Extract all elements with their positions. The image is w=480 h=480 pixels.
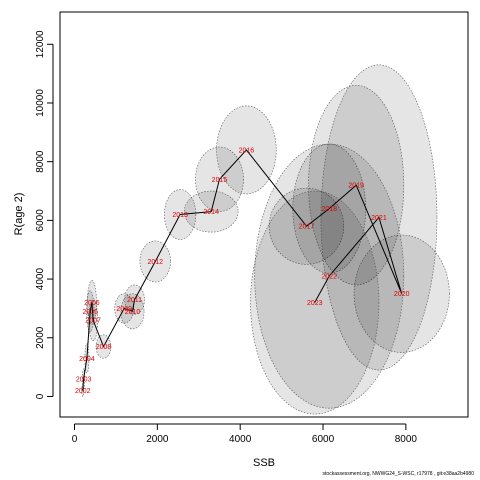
year-label: 2018 — [321, 206, 337, 213]
year-label: 2016 — [239, 147, 255, 154]
year-label: 2017 — [299, 224, 315, 231]
year-label: 2014 — [203, 209, 219, 216]
year-label: 2002 — [75, 388, 91, 395]
y-tick-label: 12000 — [35, 30, 46, 58]
y-tick-label: 2000 — [35, 326, 46, 349]
y-axis-title: R(age 2) — [13, 193, 25, 236]
plot-frame — [59, 11, 469, 418]
x-tick-label: 2000 — [146, 434, 169, 445]
year-label: 2019 — [348, 183, 364, 190]
year-label: 2015 — [212, 177, 228, 184]
year-label: 2011 — [127, 297, 142, 304]
year-label: 2021 — [371, 215, 387, 222]
year-label: 2003 — [76, 376, 92, 383]
confidence-ellipse — [353, 234, 450, 353]
axes: 0 2000 4000 6000 8000 0 2000 4000 6000 8000 10000 1… — [35, 30, 417, 445]
year-label: 2006 — [84, 300, 100, 307]
confidence-ellipse — [250, 190, 380, 415]
year-label: 2008 — [96, 344, 112, 351]
year-label: 2005 — [82, 309, 98, 316]
confidence-ellipses — [81, 64, 450, 415]
year-label: 2012 — [147, 259, 163, 266]
y-tick-label: 10000 — [35, 89, 46, 117]
footer-credit: stockassessment.org, NWWG24_S-WSC, r1797… — [322, 471, 474, 477]
year-label: 2023 — [307, 300, 323, 307]
year-label: 2020 — [394, 291, 410, 298]
series-line — [82, 149, 403, 391]
x-tick-label: 8000 — [395, 434, 418, 445]
x-tick-label: 6000 — [312, 434, 335, 445]
x-tick-label: 4000 — [229, 434, 252, 445]
y-tick-label: 8000 — [35, 150, 46, 173]
year-label: 2010 — [125, 309, 141, 316]
y-tick-label: 4000 — [35, 268, 46, 291]
year-label: 2022 — [321, 274, 337, 281]
year-label: 2004 — [79, 356, 95, 363]
year-label: 2009 — [116, 306, 132, 313]
x-axis-title: SSB — [253, 457, 275, 469]
y-tick-label: 6000 — [35, 209, 46, 232]
year-label: 2013 — [172, 212, 188, 219]
x-tick-label: 0 — [72, 434, 78, 445]
year-label: 2007 — [85, 318, 101, 325]
y-tick-label: 0 — [35, 393, 46, 399]
